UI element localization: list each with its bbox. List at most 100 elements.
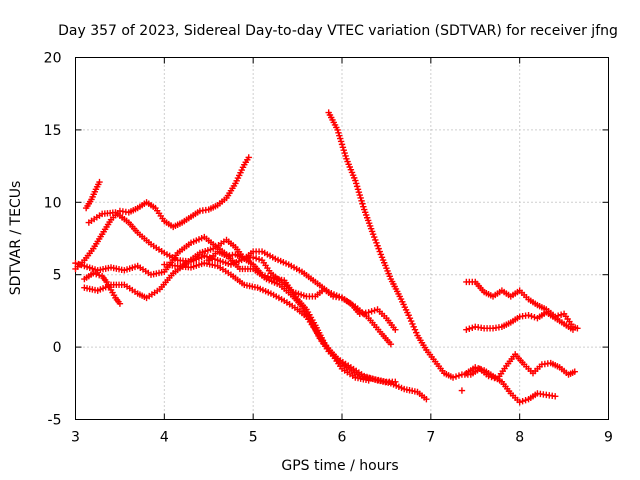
data-point — [355, 188, 363, 196]
data-point — [365, 309, 372, 316]
data-point — [75, 260, 82, 268]
data-point — [475, 365, 482, 372]
data-point — [249, 254, 257, 261]
data-point — [392, 326, 399, 333]
data-point — [423, 396, 430, 403]
data-point — [338, 141, 346, 148]
data-point — [411, 326, 419, 333]
data-point — [452, 373, 460, 380]
x-axis-label: GPS time / hours — [281, 458, 398, 474]
data-point — [78, 261, 85, 269]
x-tick-label: 4 — [160, 430, 169, 446]
data-point — [360, 203, 367, 210]
series-A — [72, 154, 252, 273]
data-point — [405, 312, 412, 319]
data-point — [353, 180, 360, 187]
data-point — [368, 308, 375, 315]
data-point — [571, 368, 578, 375]
data-point — [264, 273, 272, 280]
series-E — [81, 270, 124, 307]
data-point — [356, 191, 363, 199]
data-point — [245, 154, 252, 161]
data-marks — [72, 109, 581, 406]
series-L — [463, 309, 577, 333]
data-point — [569, 326, 577, 333]
data-point — [116, 300, 124, 307]
data-point — [376, 248, 383, 255]
data-point — [93, 271, 100, 278]
data-point — [516, 398, 523, 406]
data-point — [374, 242, 381, 249]
data-point — [334, 126, 341, 134]
x-tick-label: 6 — [338, 430, 347, 446]
x-tick-label: 3 — [71, 430, 80, 446]
data-point — [372, 236, 379, 244]
series-M — [463, 364, 559, 406]
data-point — [90, 270, 97, 277]
data-point — [409, 320, 416, 328]
data-point — [387, 341, 395, 348]
x-tick-label: 9 — [604, 430, 613, 446]
data-point — [466, 325, 473, 332]
x-tick-label: 7 — [426, 430, 435, 446]
series-H — [205, 248, 399, 333]
data-point — [337, 135, 344, 142]
y-tick-label: -5 — [48, 413, 62, 429]
data-point — [373, 239, 380, 247]
data-point — [255, 256, 263, 263]
data-point — [258, 271, 266, 278]
data-point — [371, 233, 378, 241]
series-J — [458, 387, 466, 394]
x-tick-label: 5 — [249, 430, 258, 446]
y-tick-label: 0 — [53, 340, 62, 356]
data-point — [335, 129, 342, 136]
data-point — [341, 149, 348, 157]
data-point — [455, 372, 463, 379]
data-point — [522, 396, 529, 404]
data-point — [552, 393, 559, 400]
data-point — [413, 329, 420, 336]
data-point — [357, 194, 364, 202]
data-point — [352, 177, 359, 184]
data-point — [95, 271, 103, 279]
data-point — [375, 245, 382, 252]
data-point — [519, 397, 526, 405]
y-axis-label: SDTVAR / TECUs — [8, 181, 24, 296]
data-point — [472, 364, 479, 371]
data-point — [340, 146, 347, 154]
data-point — [359, 200, 366, 207]
y-tick-label: 10 — [44, 195, 62, 211]
data-point — [557, 311, 565, 318]
y-tick-label: 15 — [44, 123, 62, 139]
data-point — [261, 272, 269, 279]
data-point — [336, 132, 343, 139]
y-tick-label: 20 — [44, 51, 62, 67]
data-point — [410, 323, 417, 331]
data-point — [458, 387, 466, 394]
axis-ticks: 3 4 5 6 7 8 9 -5 0 5 10 15 20 — [44, 51, 613, 446]
data-point — [358, 197, 365, 205]
data-point — [353, 183, 361, 190]
data-point — [354, 186, 362, 193]
data-point — [477, 366, 485, 373]
data-point — [528, 313, 535, 320]
data-point — [96, 178, 103, 186]
data-point — [406, 314, 414, 322]
y-tick-label: 5 — [53, 268, 62, 284]
data-point — [525, 312, 532, 319]
data-point — [339, 144, 347, 151]
series-B — [82, 178, 103, 212]
data-point — [342, 152, 349, 160]
data-point — [449, 374, 457, 381]
data-point — [371, 307, 378, 314]
data-point — [252, 255, 260, 262]
data-point — [469, 324, 476, 331]
x-tick-label: 8 — [515, 430, 524, 446]
data-point — [369, 230, 377, 238]
series-K — [463, 278, 581, 332]
data-point — [463, 326, 470, 333]
data-point — [574, 325, 581, 332]
data-point — [377, 251, 385, 258]
